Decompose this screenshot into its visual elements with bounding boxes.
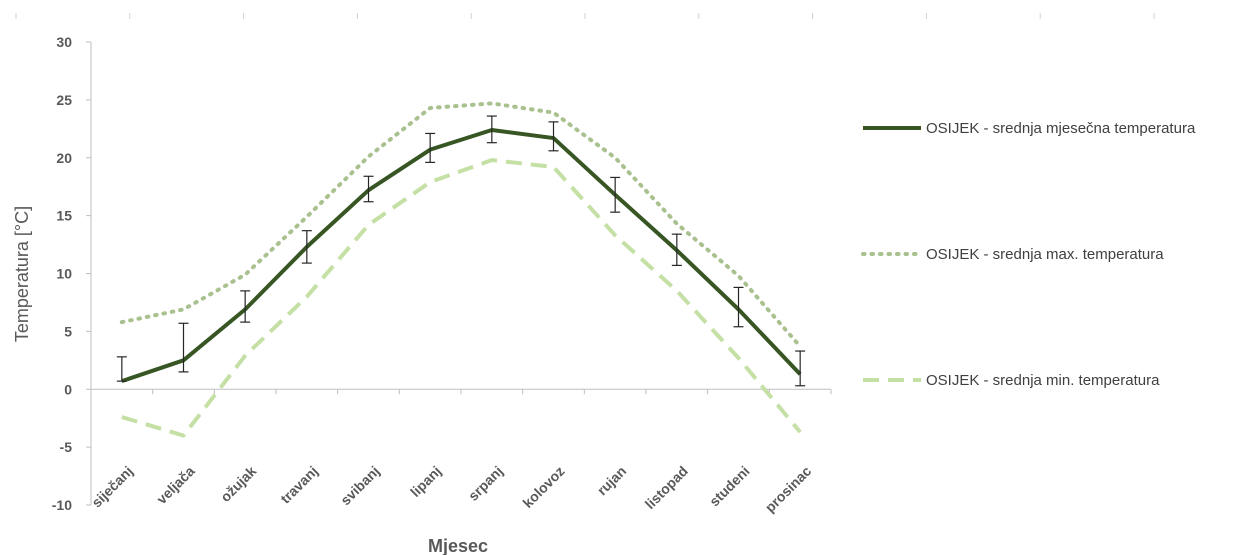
legend-label: OSIJEK - srednja mjesečna temperatura: [926, 120, 1196, 137]
error-bar: [671, 233, 682, 266]
series-layer: [116, 101, 806, 438]
error-bar: [116, 356, 127, 382]
category-label: prosinac: [762, 463, 815, 516]
error-bar: [178, 322, 189, 373]
y-tick-label: -5: [60, 439, 73, 455]
series-line-2: [119, 101, 803, 349]
category-label: listopad: [642, 463, 691, 512]
legend-item-3: OSIJEK - srednja min. temperatura: [863, 372, 1160, 389]
error-bar: [548, 121, 559, 152]
y-tick-label: 5: [64, 323, 72, 339]
category-label: veljača: [153, 463, 197, 507]
y-tick-label: 10: [56, 266, 72, 282]
error-bar: [795, 350, 806, 387]
y-tick-label: -10: [52, 497, 72, 513]
y-tick-label: 25: [56, 92, 72, 108]
error-bar: [733, 286, 744, 328]
legend-item-1: OSIJEK - srednja mjesečna temperatura: [863, 120, 1196, 137]
error-bar: [610, 176, 621, 213]
category-label: kolovoz: [519, 463, 567, 511]
legend-label: OSIJEK - srednja min. temperatura: [926, 372, 1160, 389]
error-bar: [301, 230, 312, 264]
legend-item-2: OSIJEK - srednja max. temperatura: [861, 246, 1164, 263]
error-bar: [240, 290, 251, 323]
x-axis-title: Mjesec: [428, 536, 488, 555]
y-tick-label: 30: [56, 34, 72, 50]
y-tick-label: 0: [64, 381, 72, 397]
y-tick-label: 15: [56, 208, 72, 224]
category-label: svibanj: [337, 463, 382, 508]
y-tick-label: 20: [56, 150, 72, 166]
category-label: lipanj: [407, 463, 444, 500]
error-bar: [486, 115, 497, 144]
legend-label: OSIJEK - srednja max. temperatura: [926, 246, 1164, 263]
series-line-1: [121, 127, 802, 384]
category-label: siječanj: [88, 463, 136, 511]
error-bar: [425, 132, 436, 163]
error-bar: [363, 175, 374, 203]
series-line-3: [121, 158, 802, 438]
category-label: ožujak: [217, 463, 259, 505]
axes: [15, 13, 1155, 506]
y-axis-title: Temperatura [°C]: [12, 206, 32, 342]
category-label: rujan: [594, 463, 630, 499]
category-label: srpanj: [465, 463, 506, 504]
category-label: studeni: [706, 463, 753, 510]
category-label: travanj: [277, 463, 321, 507]
legend: OSIJEK - srednja mjesečna temperatura OSI…: [861, 120, 1196, 389]
